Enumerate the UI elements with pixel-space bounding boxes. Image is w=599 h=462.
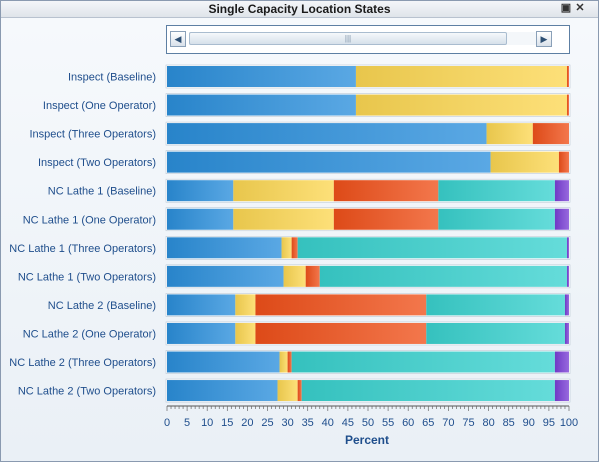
bar-segment[interactable]: [297, 237, 567, 259]
category-label: NC Lathe 2 (One Operator): [23, 328, 156, 340]
bar-segment[interactable]: [279, 351, 288, 373]
x-tick-label: 10: [201, 417, 213, 429]
bar-segment[interactable]: [554, 208, 569, 230]
x-tick-label: 15: [221, 417, 233, 429]
x-tick-label: 35: [302, 417, 314, 429]
bar-segment[interactable]: [333, 180, 439, 202]
bar-segment[interactable]: [167, 123, 487, 145]
bar-segment[interactable]: [333, 208, 439, 230]
category-label: NC Lathe 1 (Three Operators): [9, 243, 156, 255]
bar-segment[interactable]: [564, 294, 569, 316]
bar-segment[interactable]: [233, 180, 334, 202]
category-label: NC Lathe 1 (One Operator): [23, 214, 156, 226]
bar-segment[interactable]: [167, 322, 236, 344]
bar-segment[interactable]: [558, 151, 569, 173]
x-tick-label: 65: [422, 417, 434, 429]
bar-segment[interactable]: [554, 380, 569, 402]
x-tick-label: 50: [362, 417, 374, 429]
x-tick-label: 95: [543, 417, 555, 429]
window-title: Single Capacity Location States: [208, 2, 391, 16]
bar-segment[interactable]: [566, 237, 569, 259]
bar-segment[interactable]: [355, 94, 567, 116]
scroll-thumb[interactable]: |||: [189, 32, 507, 45]
category-label: Inspect (One Operator): [43, 100, 156, 112]
bar-segment[interactable]: [438, 208, 555, 230]
bar-segment[interactable]: [486, 123, 533, 145]
bar-segment[interactable]: [532, 123, 569, 145]
x-axis-title: Percent: [345, 433, 389, 447]
bar-segment[interactable]: [426, 294, 565, 316]
bar-segment[interactable]: [281, 237, 292, 259]
x-tick-label: 5: [184, 417, 190, 429]
bar-segment[interactable]: [167, 265, 284, 287]
bar-segment[interactable]: [277, 380, 298, 402]
bar-segment[interactable]: [566, 66, 569, 87]
bar-segment[interactable]: [233, 208, 334, 230]
x-tick-label: 60: [402, 417, 414, 429]
bar-segment[interactable]: [167, 151, 491, 173]
bar-segment[interactable]: [566, 94, 569, 116]
close-icon[interactable]: ✕: [575, 2, 585, 14]
bar-segment[interactable]: [283, 265, 306, 287]
category-label: Inspect (Baseline): [68, 72, 156, 84]
bar-segment[interactable]: [255, 294, 427, 316]
bar-segment[interactable]: [426, 322, 565, 344]
bar-segment[interactable]: [255, 322, 427, 344]
x-tick-label: 30: [281, 417, 293, 429]
scroll-track[interactable]: |||: [189, 32, 545, 45]
bar-segment[interactable]: [438, 180, 555, 202]
bar-segment[interactable]: [554, 351, 569, 373]
x-tick-label: 25: [261, 417, 273, 429]
stacked-bar-chart: Inspect (Baseline) Inspect (One Operator)…: [9, 64, 578, 447]
bar-segment[interactable]: [297, 380, 302, 402]
bar-segment[interactable]: [319, 265, 567, 287]
category-label: NC Lathe 2 (Baseline): [48, 300, 156, 312]
category-label: NC Lathe 2 (Two Operators): [18, 386, 156, 398]
x-tick-label: 0: [164, 417, 170, 429]
bar-segment[interactable]: [167, 351, 280, 373]
category-label: Inspect (Two Operators): [38, 157, 156, 169]
x-tick-label: 90: [523, 417, 535, 429]
category-label: Inspect (Three Operators): [29, 129, 156, 141]
bar-segment[interactable]: [167, 237, 282, 259]
x-tick-label: 80: [482, 417, 494, 429]
bar-segment[interactable]: [235, 322, 256, 344]
x-tick-label: 40: [322, 417, 334, 429]
bar-segment[interactable]: [305, 265, 320, 287]
bar-segment[interactable]: [287, 351, 292, 373]
x-tick-label: 70: [442, 417, 454, 429]
bar-segment[interactable]: [167, 66, 356, 87]
bar-segment[interactable]: [566, 265, 569, 287]
bar-segment[interactable]: [490, 151, 559, 173]
x-tick-label: 45: [342, 417, 354, 429]
bar-segment[interactable]: [167, 94, 356, 116]
bar-segment[interactable]: [564, 322, 569, 344]
bar-segment[interactable]: [554, 180, 569, 202]
bar-segment[interactable]: [291, 351, 555, 373]
x-tick-label: 20: [241, 417, 253, 429]
title-bar[interactable]: Single Capacity Location States ▣ ✕: [1, 1, 598, 18]
category-label: NC Lathe 2 (Three Operators): [9, 357, 156, 369]
bar-segment[interactable]: [291, 237, 298, 259]
bar-segment[interactable]: [235, 294, 256, 316]
bar-segment[interactable]: [167, 294, 236, 316]
bar-segment[interactable]: [167, 208, 234, 230]
x-tick-label: 55: [382, 417, 394, 429]
bar-segment[interactable]: [301, 380, 555, 402]
bar-segment[interactable]: [355, 66, 567, 87]
x-tick-label: 75: [462, 417, 474, 429]
bar-segment[interactable]: [167, 180, 234, 202]
category-label: NC Lathe 1 (Two Operators): [18, 271, 156, 283]
chart-scrollbar[interactable]: ◀ ||| ▶: [166, 25, 570, 54]
category-label: NC Lathe 1 (Baseline): [48, 186, 156, 198]
chart-area: ◀ ||| ▶ Inspect (Baseline) Inspect (One O…: [1, 18, 598, 461]
x-tick-label: 100: [560, 417, 578, 429]
x-tick-label: 85: [503, 417, 515, 429]
pin-icon[interactable]: ▣: [560, 2, 572, 14]
right-arrow-icon[interactable]: ▶: [536, 31, 552, 47]
bar-segment[interactable]: [167, 380, 278, 402]
left-arrow-icon[interactable]: ◀: [170, 31, 186, 47]
